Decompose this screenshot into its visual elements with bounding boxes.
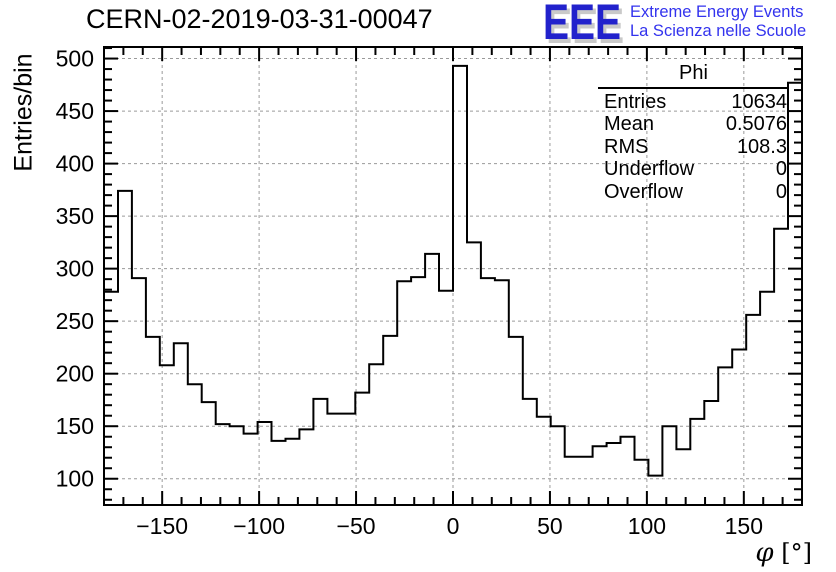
- svg-text:50: 50: [537, 513, 563, 539]
- eee-logo-line2: La Scienza nelle Scuole: [630, 22, 807, 40]
- stats-value: 0.5076: [725, 113, 787, 136]
- svg-text:400: 400: [56, 151, 94, 177]
- svg-text:150: 150: [56, 413, 94, 439]
- svg-text:−50: −50: [337, 513, 376, 539]
- page-title: CERN-02-2019-03-31-00047: [86, 4, 433, 34]
- stats-label: Entries: [604, 91, 667, 113]
- stats-row-overflow: Overflow 0: [598, 181, 789, 203]
- stats-row-rms: RMS 108.3: [598, 136, 789, 158]
- svg-text:350: 350: [56, 203, 94, 229]
- y-axis-title: Entries/bin: [9, 53, 38, 172]
- svg-text:−150: −150: [136, 513, 188, 539]
- stats-box: Phi Entries 10634 Mean 0.5076 RMS 108.3 …: [598, 62, 789, 203]
- svg-text:500: 500: [56, 46, 94, 72]
- stats-value: 10634: [731, 91, 787, 113]
- stats-title: Phi: [679, 62, 708, 84]
- stats-divider: [598, 87, 789, 89]
- stats-label: Overflow: [604, 180, 683, 203]
- eee-logo-text: Extreme Energy Events La Scienza nelle S…: [630, 3, 806, 41]
- svg-text:0: 0: [447, 513, 460, 539]
- x-axis-title: φ [°]: [720, 538, 812, 568]
- stats-label: RMS: [604, 135, 649, 158]
- svg-text:100: 100: [628, 513, 666, 539]
- x-axis-units: [°]: [781, 539, 812, 567]
- stats-row-mean: Mean 0.5076: [598, 113, 789, 135]
- stats-label: Underflow: [604, 158, 695, 181]
- eee-logo: EEE: [543, 0, 643, 48]
- stats-value: 0: [775, 158, 787, 181]
- svg-text:200: 200: [56, 361, 94, 387]
- eee-logo-acronym: EEE: [543, 0, 622, 50]
- phi-symbol: φ: [755, 538, 774, 568]
- svg-text:300: 300: [56, 256, 94, 282]
- eee-logo-line1: Extreme Energy Events: [630, 3, 804, 21]
- svg-text:−100: −100: [233, 513, 285, 539]
- svg-text:250: 250: [56, 308, 94, 334]
- svg-text:100: 100: [56, 466, 94, 492]
- stats-value: 108.3: [736, 135, 787, 158]
- stats-value: 0: [775, 180, 787, 203]
- svg-text:450: 450: [56, 98, 94, 124]
- stats-row-underflow: Underflow 0: [598, 158, 789, 180]
- stats-row-entries: Entries 10634: [598, 91, 789, 113]
- stats-label: Mean: [604, 113, 655, 136]
- svg-text:150: 150: [725, 513, 763, 539]
